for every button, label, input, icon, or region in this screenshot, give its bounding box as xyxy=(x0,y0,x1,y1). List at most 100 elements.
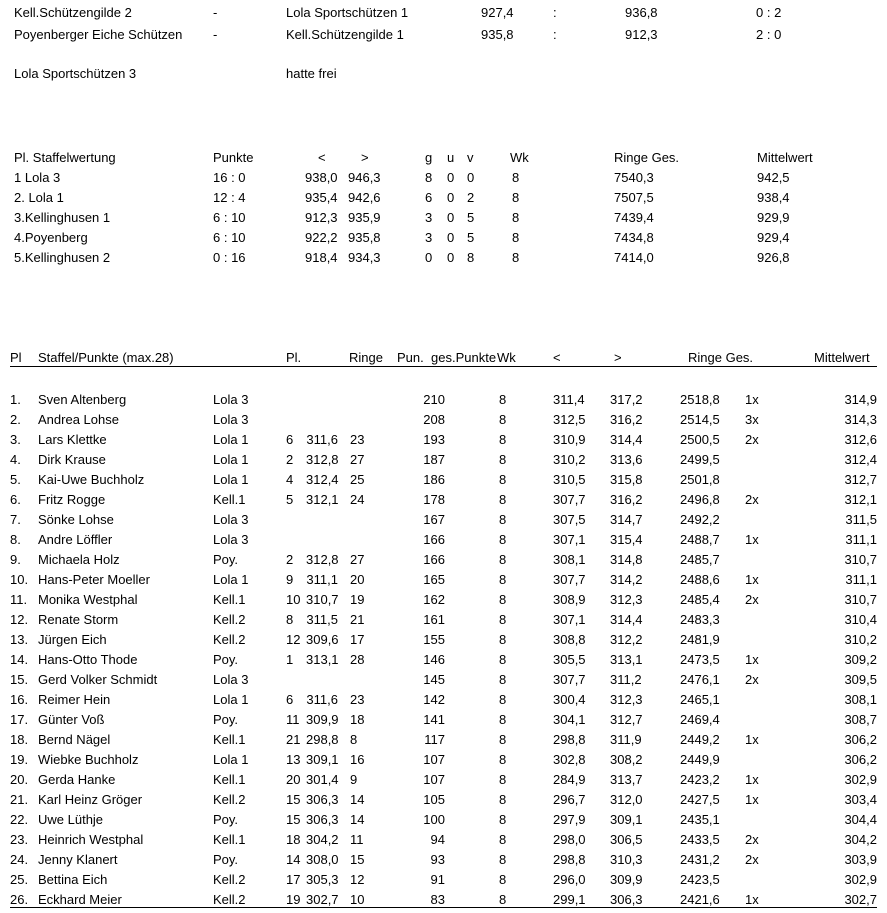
team-table-cell: 946,3 xyxy=(348,170,381,185)
individual-table-cell: 312,1 xyxy=(844,492,877,507)
individual-table-cell: Poy. xyxy=(213,552,239,567)
individual-table-cell: 311,4 xyxy=(553,392,585,407)
individual-table-cell: 8 xyxy=(499,892,507,907)
team-table-cell: 926,8 xyxy=(757,250,790,265)
individual-table-cell: Michaela Holz xyxy=(38,552,120,567)
individual-table-header-cell: ges.Punkte xyxy=(431,350,497,365)
individual-table-row: 9. Michaela Holz Poy. 2 312,8 27 166 8 308,1 314,… xyxy=(0,550,887,570)
individual-table-row: 2. Andrea Lohse Lola 3 208 8 312,5 316,2 2514,5… xyxy=(0,410,887,430)
individual-table-cell: 20 xyxy=(350,572,365,587)
individual-table-cell: 310,5 xyxy=(553,472,586,487)
individual-table-cell: Bettina Eich xyxy=(38,872,108,887)
individual-table-cell: 303,4 xyxy=(844,792,877,807)
individual-table-cell: 210 xyxy=(423,392,445,407)
individual-table-cell: 306,3 xyxy=(306,792,339,807)
individual-table-cell: 2501,8 xyxy=(680,472,720,487)
individual-table-cell: 302,9 xyxy=(844,772,877,787)
individual-table-cell: 2485,4 xyxy=(680,592,720,607)
individual-table-cell: 8 xyxy=(499,552,507,567)
individual-table-cell: Wiebke Buchholz xyxy=(38,752,139,767)
individual-table-cell: 8 xyxy=(499,472,507,487)
individual-table-cell: 312,4 xyxy=(844,452,877,467)
individual-table-cell: 27 xyxy=(350,452,365,467)
individual-table-cell: 2435,1 xyxy=(680,812,720,827)
team-table-cell: 935,4 xyxy=(305,190,338,205)
match-result-cell: 912,3 xyxy=(625,27,658,42)
individual-table-cell: 309,2 xyxy=(844,652,877,667)
individual-table-cell: 300,4 xyxy=(553,692,586,707)
individual-table-cell: 2481,9 xyxy=(680,632,720,647)
individual-table-cell: 297,9 xyxy=(553,812,586,827)
individual-table-header-cell: > xyxy=(614,350,622,365)
individual-table-cell: 16. xyxy=(10,692,29,707)
individual-table-cell: 312,5 xyxy=(553,412,586,427)
individual-table-cell: 8 xyxy=(499,572,507,587)
individual-table-cell: 2x xyxy=(745,432,759,447)
individual-table-cell: 21 xyxy=(286,732,301,747)
individual-table-cell: 2421,6 xyxy=(680,892,720,907)
individual-table-header-cell: Pl. xyxy=(286,350,302,365)
individual-table-cell: 312,4 xyxy=(306,472,339,487)
individual-table-cell: 313,1 xyxy=(306,652,339,667)
individual-table-cell: Sven Altenberg xyxy=(38,392,127,407)
team-table-cell: 3 xyxy=(425,210,433,225)
individual-table-cell: 24. xyxy=(10,852,29,867)
individual-table-cell: 311,1 xyxy=(845,572,877,587)
individual-table-cell: 312,8 xyxy=(306,552,339,567)
individual-table-cell: 2x xyxy=(745,832,759,847)
individual-table-cell: 298,8 xyxy=(306,732,339,747)
individual-table-cell: 313,6 xyxy=(610,452,643,467)
individual-table-cell: 307,7 xyxy=(553,572,586,587)
team-table-row: 3.Kellinghusen 1 6 : 10 912,3 935,9 3 0 5 8 7439… xyxy=(0,208,887,228)
individual-table-cell: 2492,2 xyxy=(680,512,720,527)
individual-table-cell: 307,1 xyxy=(553,532,586,547)
individual-table-cell: Gerd Volker Schmidt xyxy=(38,672,158,687)
individual-table-cell: 312,6 xyxy=(844,432,877,447)
individual-table-cell: 296,0 xyxy=(553,872,586,887)
individual-table-cell: Lola 1 xyxy=(213,692,249,707)
individual-table-cell: 2423,5 xyxy=(680,872,720,887)
individual-table-row: 26. Eckhard Meier Kell.2 19 302,7 10 83 8 299,1 3… xyxy=(0,890,887,910)
individual-table-cell: 302,8 xyxy=(553,752,586,767)
individual-table-cell: Lola 1 xyxy=(213,452,249,467)
individual-table-cell: 11 xyxy=(350,832,364,847)
team-table-cell: 934,3 xyxy=(348,250,381,265)
individual-table-cell: 8 xyxy=(499,872,507,887)
team-table-cell: 938,4 xyxy=(757,190,790,205)
individual-table-cell: 208 xyxy=(423,412,445,427)
individual-table-header-underline xyxy=(10,366,877,367)
individual-table-cell: 17. xyxy=(10,712,29,727)
individual-table-cell: Lola 3 xyxy=(213,392,249,407)
individual-table-cell: Sönke Lohse xyxy=(38,512,114,527)
team-table-cell: 8 xyxy=(512,250,520,265)
individual-table-cell: 20 xyxy=(286,772,301,787)
individual-table-cell: 8 xyxy=(499,712,507,727)
individual-table-cell: 8 xyxy=(499,412,507,427)
individual-table-cell: 8 xyxy=(499,452,507,467)
individual-table-row: 5. Kai-Uwe Buchholz Lola 1 4 312,4 25 186 8 310,… xyxy=(0,470,887,490)
individual-table-cell: 8 xyxy=(499,672,507,687)
individual-table-cell: 298,8 xyxy=(553,732,586,747)
individual-table-cell: 27 xyxy=(350,552,365,567)
individual-table-cell: 311,2 xyxy=(610,672,642,687)
individual-table-cell: 310,7 xyxy=(844,592,877,607)
individual-table-cell: 312,8 xyxy=(306,452,339,467)
individual-table-cell: 18. xyxy=(10,732,29,747)
individual-table-cell: 311,6 xyxy=(306,432,338,447)
individual-table-cell: 2x xyxy=(745,852,759,867)
team-table-cell: 3.Kellinghusen 1 xyxy=(14,210,111,225)
individual-table-cell: 3x xyxy=(745,412,759,427)
individual-table-cell: Kell.1 xyxy=(213,592,246,607)
individual-table-cell: Kell.1 xyxy=(213,732,246,747)
individual-table-cell: 2433,5 xyxy=(680,832,720,847)
team-table-cell: 2. Lola 1 xyxy=(14,190,64,205)
individual-table-cell: 18 xyxy=(286,832,301,847)
individual-table-cell: 107 xyxy=(423,772,445,787)
individual-table-cell: 298,0 xyxy=(553,832,586,847)
individual-table-cell: Lars Klettke xyxy=(38,432,107,447)
individual-table-cell: 311,9 xyxy=(610,732,642,747)
individual-table-cell: 314,3 xyxy=(844,412,877,427)
team-table-cell: 8 xyxy=(512,210,520,225)
team-table-header-cell: > xyxy=(361,150,369,165)
